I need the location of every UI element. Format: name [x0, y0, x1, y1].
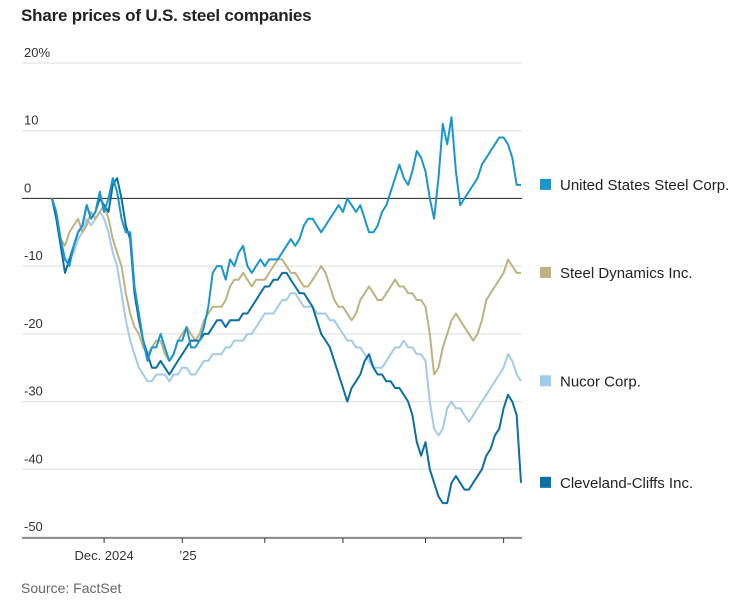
series-line [51, 177, 522, 505]
x-tick-label: ’25 [179, 548, 196, 563]
legend-label: Nucor Corp. [560, 373, 641, 390]
legend: United States Steel Corp. Steel Dynamics … [540, 177, 729, 492]
y-tick-label: 0 [24, 180, 31, 195]
y-tick-label: -30 [24, 384, 43, 399]
legend-swatch [540, 178, 551, 190]
series-line [51, 198, 521, 376]
series-lines [51, 116, 522, 505]
x-tick-label: Dec. 2024 [74, 548, 133, 563]
y-tick-label: 10 [24, 113, 38, 128]
series-line [51, 116, 521, 362]
legend-label: United States Steel Corp. [560, 177, 729, 194]
source-note: Source: FactSet [21, 580, 122, 596]
legend-label: Steel Dynamics Inc. [560, 265, 693, 282]
y-tick-label: -40 [24, 451, 43, 466]
y-tick-label: -20 [24, 316, 43, 331]
series-line [51, 198, 522, 437]
chart-title: Share prices of U.S. steel companies [21, 6, 312, 25]
legend-label: Cleveland-Cliffs Inc. [560, 475, 693, 492]
legend-swatch [540, 266, 551, 278]
y-tick-label: -50 [24, 519, 43, 534]
legend-swatch [540, 375, 551, 387]
legend-swatch [540, 476, 551, 488]
y-axis-ticks: 20% 10 0 -10 -20 -30 -40 -50 [24, 45, 50, 534]
y-tick-label: 20% [24, 45, 50, 60]
gridlines [22, 62, 522, 538]
x-axis: Dec. 2024 ’25 [22, 537, 522, 563]
y-tick-label: -10 [24, 248, 43, 263]
